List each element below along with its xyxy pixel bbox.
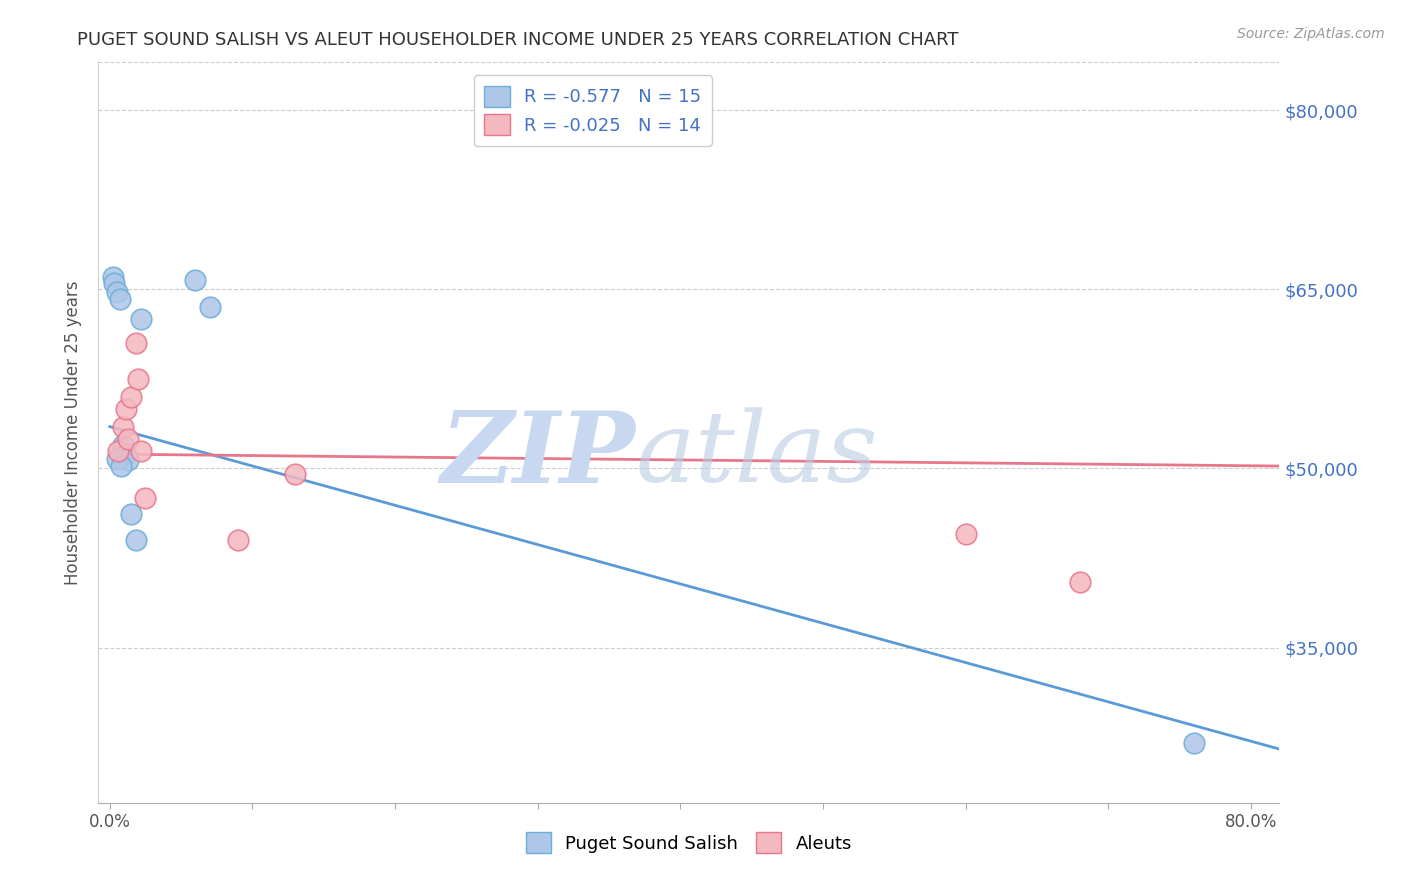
Point — [105, 285, 128, 299]
Text: atlas: atlas — [636, 407, 879, 502]
Point — [198, 300, 221, 314]
Point — [107, 443, 129, 458]
Point — [117, 453, 139, 467]
Point — [103, 277, 125, 291]
Text: ZIP: ZIP — [441, 407, 636, 503]
Point — [955, 527, 977, 541]
Point — [101, 270, 124, 285]
Point — [111, 437, 134, 451]
Point — [114, 401, 136, 416]
Text: Source: ZipAtlas.com: Source: ZipAtlas.com — [1237, 27, 1385, 41]
Point — [124, 533, 146, 547]
Point — [120, 507, 142, 521]
Legend: Puget Sound Salish, Aleuts: Puget Sound Salish, Aleuts — [519, 825, 859, 861]
Point — [134, 491, 156, 506]
Point — [129, 312, 152, 326]
Point — [108, 292, 131, 306]
Text: PUGET SOUND SALISH VS ALEUT HOUSEHOLDER INCOME UNDER 25 YEARS CORRELATION CHART: PUGET SOUND SALISH VS ALEUT HOUSEHOLDER … — [77, 31, 959, 49]
Point — [120, 390, 142, 404]
Point — [1069, 574, 1091, 589]
Point — [184, 273, 207, 287]
Point — [641, 115, 664, 129]
Point — [127, 372, 149, 386]
Point — [284, 467, 307, 482]
Point — [114, 447, 136, 461]
Point — [111, 419, 134, 434]
Point — [110, 458, 132, 473]
Point — [124, 336, 146, 351]
Point — [226, 533, 249, 547]
Y-axis label: Householder Income Under 25 years: Householder Income Under 25 years — [65, 280, 83, 585]
Point — [1182, 736, 1205, 750]
Point — [117, 432, 139, 446]
Point — [129, 443, 152, 458]
Point — [105, 451, 128, 466]
